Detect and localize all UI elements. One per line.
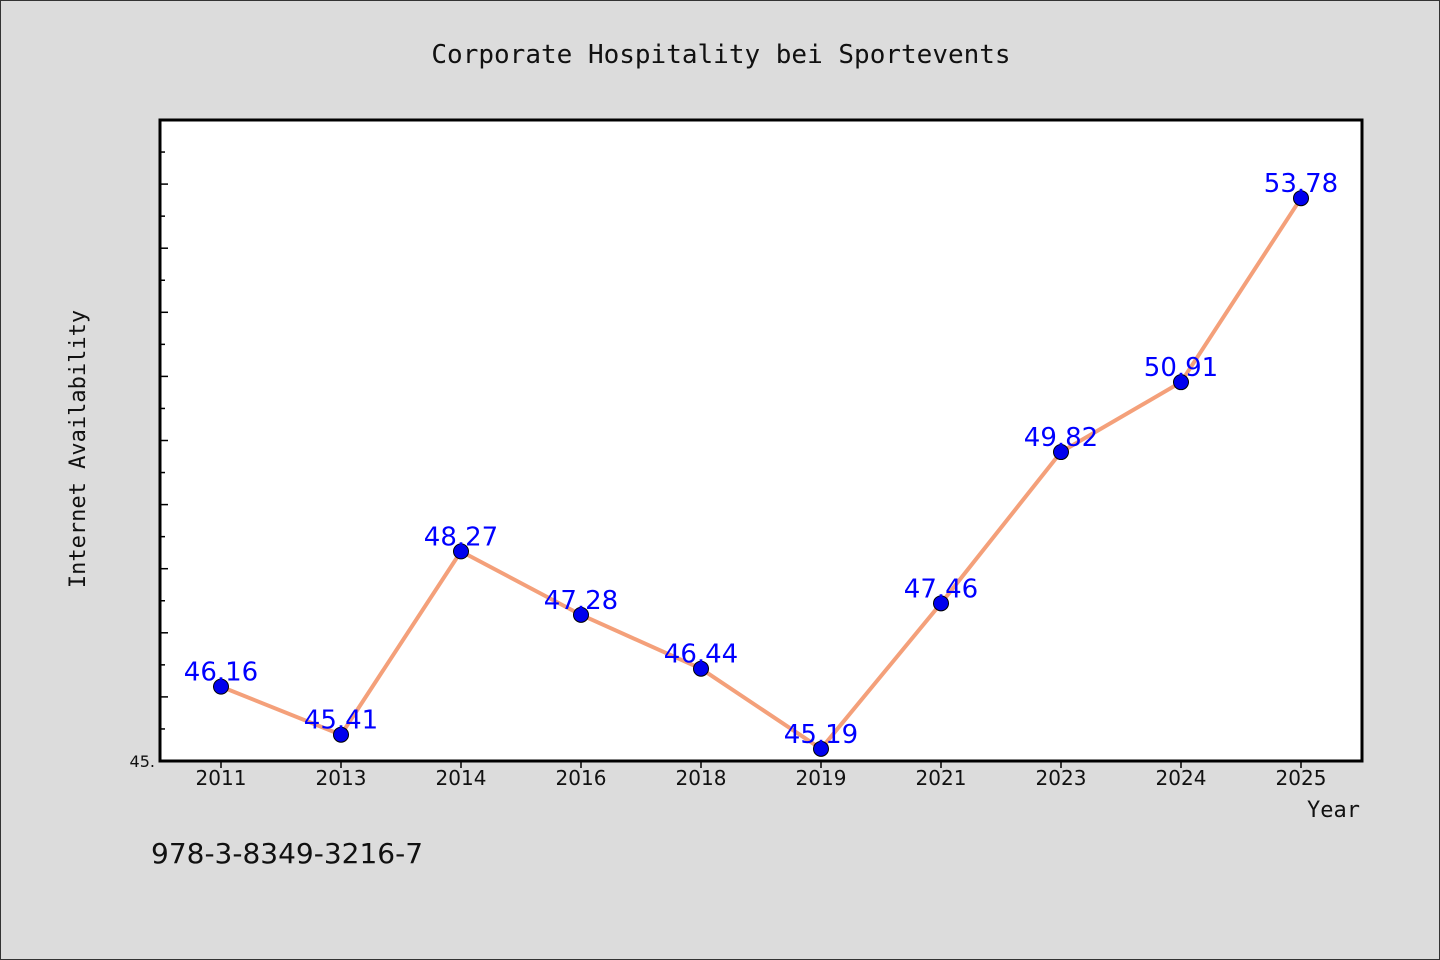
x-tick-label: 2024 (1156, 766, 1207, 790)
data-point (213, 678, 229, 695)
series-markers (213, 190, 1309, 757)
data-point (333, 726, 349, 743)
x-tick-label: 2014 (436, 766, 487, 790)
data-label: 47.28 (544, 586, 618, 616)
y-tick-label: 45. (130, 752, 155, 771)
data-point (573, 606, 589, 623)
data-point (933, 595, 949, 612)
data-point (453, 543, 469, 560)
data-label: 48.27 (424, 522, 498, 552)
data-label: 47.46 (904, 574, 978, 604)
x-tick-label: 2023 (1036, 766, 1087, 790)
x-tick-label: 2018 (676, 766, 727, 790)
isbn-footer: 978-3-8349-3216-7 (151, 837, 423, 870)
data-point (693, 660, 709, 677)
data-label: 46.16 (184, 658, 258, 688)
data-point (1173, 374, 1189, 391)
chart-title: Corporate Hospitality bei Sportevents (431, 40, 1010, 70)
x-tick-label: 2019 (796, 766, 847, 790)
data-point (1293, 190, 1309, 207)
series-line (219, 196, 1303, 751)
data-label: 49.82 (1024, 423, 1098, 453)
data-labels: 46.16 45.41 48.27 47.28 46.44 45.19 47.46 49.82… (184, 169, 1338, 750)
x-tick-label: 2013 (316, 766, 367, 790)
data-label: 46.44 (664, 640, 738, 670)
data-point (813, 740, 829, 757)
x-axis-ticks: 2011 2013 2014 2016 2018 2019 2021 2023 2024 2025 (196, 761, 1327, 790)
data-label: 53.78 (1264, 169, 1338, 199)
data-point (1053, 444, 1069, 461)
plot-area (158, 118, 1364, 763)
data-label: 50.91 (1144, 353, 1218, 383)
x-tick-label: 2016 (556, 766, 607, 790)
series-line-group (219, 196, 1303, 751)
y-axis-ticks (160, 151, 168, 730)
x-tick-label: 2025 (1276, 766, 1327, 790)
data-label: 45.41 (304, 706, 378, 736)
x-tick-label: 2011 (196, 766, 247, 790)
x-axis-title: Year (1307, 798, 1360, 823)
data-label: 45.19 (784, 720, 858, 750)
x-tick-label: 2021 (916, 766, 967, 790)
y-axis-title: Internet Availability (66, 310, 91, 588)
